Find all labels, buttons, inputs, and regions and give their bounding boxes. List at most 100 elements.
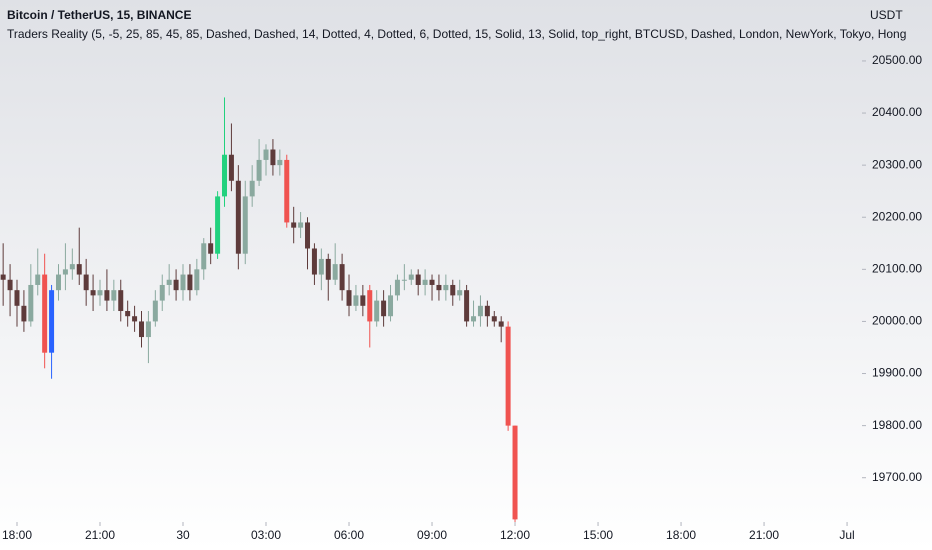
x-tick-label: 18:00: [666, 528, 696, 542]
candle-body: [111, 290, 117, 301]
candle-body: [408, 274, 414, 280]
candle-body: [69, 264, 75, 270]
x-tick-label: 30: [176, 528, 190, 542]
candle-body: [429, 279, 435, 285]
candle-body: [21, 305, 27, 322]
indicator-line: Traders Reality (5, -5, 25, 85, 45, 85, …: [7, 27, 906, 41]
x-tick-label: 09:00: [417, 528, 447, 542]
candle-body: [166, 279, 172, 285]
candle-body: [325, 258, 331, 280]
candle-body: [222, 154, 228, 197]
candle-body: [305, 222, 311, 249]
x-tick-label: 12:00: [500, 528, 530, 542]
candle-body: [62, 269, 68, 275]
y-tick-label: 20400.00: [872, 105, 922, 119]
y-tick-label: 19900.00: [872, 366, 922, 380]
candle-body: [7, 279, 13, 291]
candle-body: [118, 290, 124, 312]
candle-body: [35, 274, 41, 285]
candle-body: [180, 274, 186, 291]
candle-body: [512, 425, 518, 520]
candle-body: [90, 290, 96, 296]
candle-body: [353, 295, 359, 306]
candle-body: [484, 305, 490, 317]
candle-body: [277, 159, 283, 166]
candle-body: [125, 311, 131, 317]
candle-body: [159, 284, 165, 301]
candle-body: [505, 326, 511, 426]
candle-body: [381, 300, 387, 317]
candle-body: [298, 222, 304, 228]
y-unit: USDT: [870, 8, 903, 22]
x-tick-label: 18:00: [2, 528, 32, 542]
candle-body: [138, 321, 144, 338]
x-tick-label: 21:00: [749, 528, 779, 542]
y-tick-label: 20300.00: [872, 157, 922, 171]
candle-body: [215, 196, 221, 254]
candle-body: [422, 279, 428, 285]
candle-body: [436, 284, 442, 291]
candle-body: [228, 154, 234, 181]
candle-body: [346, 290, 352, 306]
candle-body: [450, 284, 456, 296]
candle-body: [284, 159, 290, 223]
candle-body: [201, 243, 207, 270]
candle-body: [0, 274, 6, 280]
y-tick-label: 20000.00: [872, 314, 922, 328]
candle-body: [498, 321, 504, 327]
candle-body: [173, 279, 179, 291]
candle-body: [360, 295, 366, 306]
candle-body: [388, 295, 394, 317]
candle-body: [152, 300, 158, 322]
candle-body: [471, 316, 477, 322]
candle-body: [332, 264, 338, 280]
candle-body: [208, 243, 214, 254]
candle-body: [249, 180, 255, 197]
candle-body: [401, 279, 407, 281]
candle-body: [256, 159, 262, 181]
candle-body: [457, 290, 463, 296]
y-tick-label: 20500.00: [872, 53, 922, 67]
y-tick-label: 19700.00: [872, 470, 922, 484]
candle-body: [318, 258, 324, 275]
x-tick-label: 03:00: [251, 528, 281, 542]
candle-body: [464, 290, 470, 322]
candle-body: [367, 290, 373, 322]
candle-body: [55, 274, 61, 291]
x-tick-label: 06:00: [334, 528, 364, 542]
candle-body: [28, 284, 34, 322]
y-tick-label: 20100.00: [872, 262, 922, 276]
candle-body: [394, 279, 400, 296]
candle-body: [477, 305, 483, 317]
y-tick-label: 19800.00: [872, 418, 922, 432]
candle-body: [339, 264, 345, 291]
candle-body: [235, 180, 241, 254]
candle-body: [104, 290, 110, 301]
candle-body: [76, 264, 82, 275]
candle-body: [49, 290, 55, 353]
candle-body: [187, 274, 193, 291]
x-tick-label: Jul: [839, 528, 854, 542]
candle-body: [97, 290, 103, 296]
candle-body: [443, 284, 449, 291]
candle-body: [374, 300, 380, 322]
candle-body: [194, 269, 200, 291]
chart-title: Bitcoin / TetherUS, 15, BINANCE: [7, 8, 191, 22]
candle-body: [145, 321, 151, 338]
candle-body: [42, 274, 48, 353]
candle-body: [242, 196, 248, 254]
candle-body: [263, 149, 269, 160]
candle-body: [83, 274, 89, 291]
candle-body: [415, 274, 421, 285]
candle-body: [14, 290, 20, 306]
candle-body: [270, 149, 276, 166]
candle-body: [132, 316, 138, 322]
x-tick-label: 21:00: [85, 528, 115, 542]
candle-body: [311, 248, 317, 275]
candle-body: [291, 222, 297, 228]
y-tick-label: 20200.00: [872, 209, 922, 223]
x-tick-label: 15:00: [583, 528, 613, 542]
candle-body: [491, 316, 497, 322]
